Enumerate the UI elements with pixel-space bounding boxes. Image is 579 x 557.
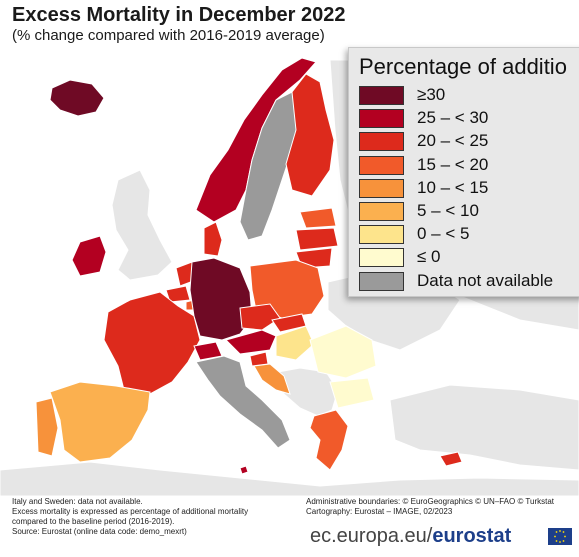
legend-swatch [359,271,404,291]
country-czechia [239,303,281,331]
credit-line: Administrative boundaries: © EuroGeograp… [306,497,555,506]
country-bulgaria [329,377,375,409]
country-croatia [253,363,291,395]
legend-swatch [359,225,404,245]
country-estonia [299,207,337,229]
legend-label: ≥30 [417,85,446,104]
legend-title: Percentage of additio [359,54,567,79]
country-cyprus [439,451,463,467]
legend-label: 25 – < 30 [417,108,489,128]
country-germany [189,257,253,341]
country-belgium [165,285,191,303]
country-finland [285,73,335,197]
eu-flag-icon [548,528,572,545]
legend-swatch [359,202,404,221]
note-line: Italy and Sweden: data not available. [12,497,143,506]
africa-land [0,461,579,496]
country-denmark [203,221,223,257]
legend-swatch [359,178,404,198]
note-line: compared to the baseline period (2016-20… [12,517,175,526]
legend-swatch [359,86,404,105]
country-portugal [35,397,59,457]
legend-label: 15 – < 20 [417,154,489,174]
country-france [103,291,201,395]
footer-credits: Administrative boundaries: © EuroGeograp… [306,497,554,517]
map-subtitle: (% change compared with 2016-2019 averag… [12,27,325,44]
map-title: Excess Mortality in December 2022 [12,4,346,26]
country-iceland [49,79,105,117]
legend-label: Data not available [417,270,554,290]
legend-swatch [359,132,404,152]
legend: Percentage of additio ≥30 25 – < 30 20 – <… [348,47,579,297]
source-line: Source: Eurostat (online data code: demo… [12,527,187,536]
country-hungary [275,325,315,361]
legend-swatch [359,248,404,268]
country-norway [195,57,317,223]
turkey-land [389,384,579,471]
legend-swatch [359,155,404,175]
eurostat-link[interactable]: ec.europa.eu/eurostat [310,525,511,548]
note-line: Excess mortality is expressed as percent… [12,507,249,516]
footer-notes: Italy and Sweden: data not available. Ex… [12,497,248,537]
legend-label: 0 – < 5 [417,224,470,244]
brand-prefix: ec.europa.eu/ [310,525,433,547]
legend-label: 20 – < 25 [417,131,489,151]
balkans-land [277,367,339,417]
brand-name: eurostat [432,525,512,547]
country-italy [195,355,291,449]
country-austria [225,329,277,355]
country-spain [49,381,151,463]
legend-label: 5 – < 10 [417,201,479,220]
country-malta [239,465,249,475]
credit-line: Cartography: Eurostat – IMAGE, 02/2023 [306,507,453,516]
legend-swatch [359,109,404,129]
uk-land [111,169,173,281]
country-latvia [295,227,339,251]
country-ireland [71,235,107,277]
legend-label: ≤ 0 [417,247,441,267]
country-romania [309,325,377,379]
country-poland [249,259,325,319]
legend-label: 10 – < 15 [417,177,489,197]
country-greece [309,409,349,471]
